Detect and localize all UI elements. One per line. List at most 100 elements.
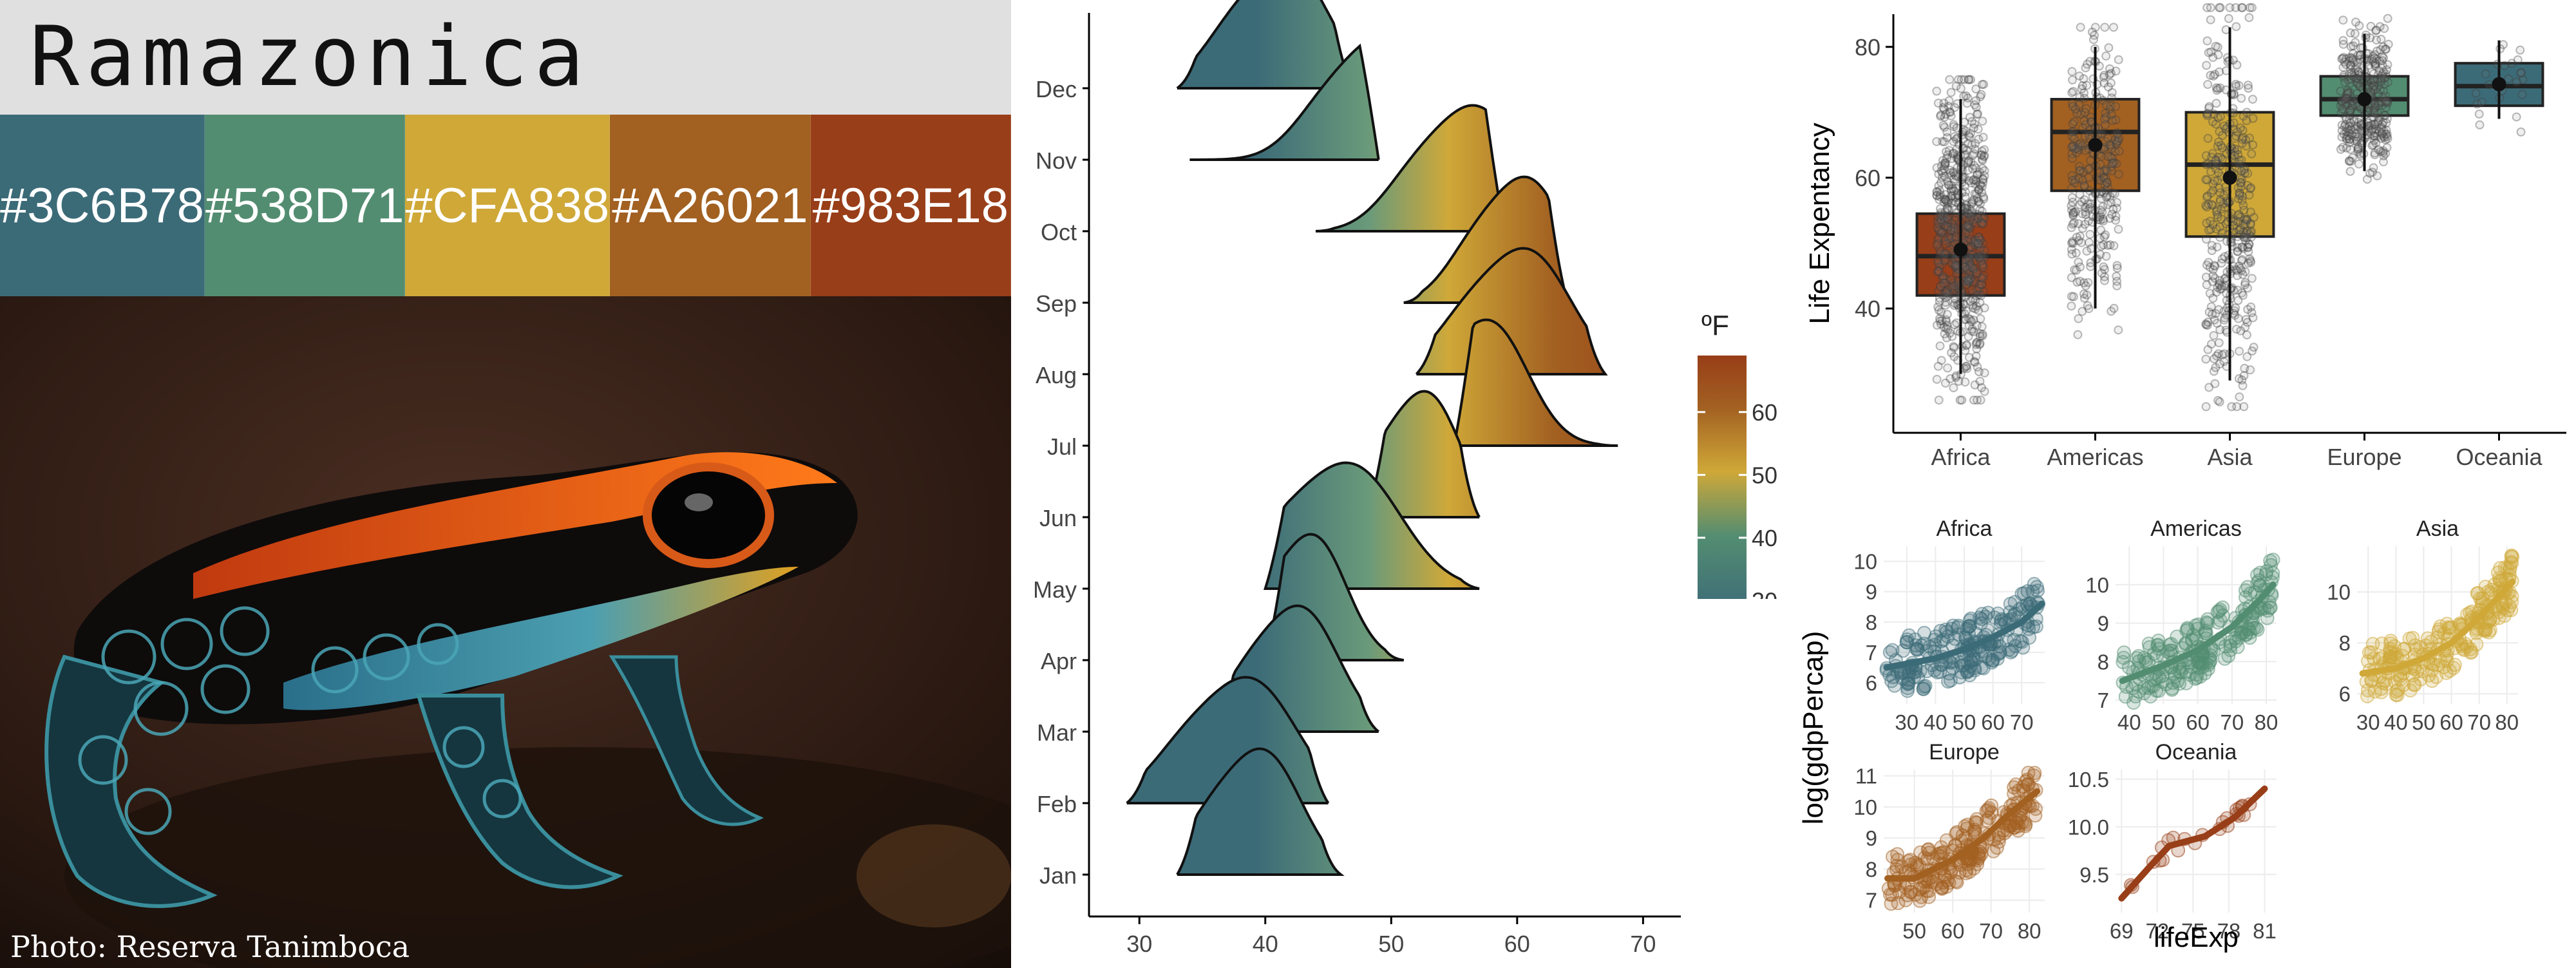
box-jitter-point [2075, 200, 2085, 209]
box-jitter-point [2107, 158, 2117, 168]
box-jitter-point [2203, 159, 2213, 169]
box-jitter-point [2081, 146, 2090, 155]
box-jitter-point [2246, 365, 2255, 375]
facet-point [1930, 665, 1945, 679]
box-jitter-point [1942, 289, 1952, 298]
ridge-jul [1452, 318, 1618, 447]
box-jitter-point [2374, 116, 2383, 126]
box-jitter-point [1964, 222, 1973, 232]
box-jitter-point [1975, 92, 1985, 102]
box-jitter-point [2112, 276, 2122, 286]
box-jitter-point [2074, 162, 2084, 171]
box-jitter-point [1942, 287, 1951, 297]
box-jitter-point [2347, 54, 2357, 64]
box-jitter-point [2233, 211, 2242, 220]
ridge-xtick-label: 70 [1630, 931, 1656, 957]
facet-point [2172, 665, 2186, 679]
box-jitter-point [1975, 298, 1985, 307]
box-jitter-point [2075, 276, 2085, 286]
box-jitter-point [2099, 78, 2109, 88]
facet-point [2188, 671, 2202, 686]
facet-point [2418, 638, 2433, 653]
box-jitter-point [2096, 205, 2105, 215]
box-jitter-point [1942, 222, 1952, 232]
box-jitter-point [2345, 135, 2354, 144]
box-jitter-point [1937, 215, 1946, 225]
box-jitter-point [1941, 195, 1951, 205]
facet-point [2184, 632, 2199, 647]
box-jitter-point [1934, 218, 1944, 228]
box-jitter-point [2076, 262, 2085, 272]
box-jitter-point [1936, 228, 1946, 238]
box-jitter-point [2208, 117, 2217, 127]
palette-panel: Ramazonica #3C6B78 #538D71 #CFA838 #A260… [0, 0, 1011, 968]
box-jitter-point [1947, 191, 1957, 201]
facet-xtick-label: 30 [1895, 710, 1918, 734]
box-jitter-point [1976, 272, 1986, 282]
box-jitter-point [1968, 218, 1978, 227]
box-jitter-point [1969, 264, 1979, 274]
facet-americas: Americas 7 8 9 10 40 50 60 70 80 [2085, 517, 2280, 734]
box-jitter-point [1944, 234, 1954, 244]
box-jitter-point [1935, 316, 1945, 326]
box-jitter-point [1967, 250, 1976, 260]
box-jitter-point [1978, 219, 1988, 229]
box-jitter-point [2201, 354, 2211, 364]
box-jitter-point [2105, 104, 2115, 114]
box-jitter-point [1964, 229, 1974, 238]
facet-ytick-label: 8 [2098, 650, 2109, 674]
palette-title: Ramazonica [30, 9, 591, 105]
box-jitter-point [1941, 292, 1951, 302]
box-jitter-point [1946, 225, 1956, 235]
box-jitter-point [2345, 118, 2355, 128]
box-jitter-point [2074, 314, 2083, 323]
box-jitter-point [2096, 242, 2106, 251]
box-jitter-point [2101, 230, 2110, 240]
box-jitter-point [2369, 69, 2378, 79]
box-jitter-point [1944, 102, 1953, 111]
facet-ytick-label: 6 [2339, 682, 2351, 706]
box-jitter-point [2216, 111, 2226, 121]
box-jitter-point [2111, 211, 2121, 221]
ridge-x-ticks: 30 40 50 60 70 [1126, 916, 1656, 957]
box-jitter-point [2381, 149, 2391, 158]
box-jitter-point [2074, 140, 2083, 149]
legend-colorbar [1698, 356, 1747, 599]
box-jitter-point [1943, 325, 1953, 334]
facet-point [2213, 602, 2228, 617]
box-jitter-point [2075, 92, 2085, 102]
box-jitter-point [2247, 149, 2257, 158]
box-jitter-point [2245, 254, 2255, 263]
box-jitter-point [2202, 193, 2211, 202]
box-jitter-point [1944, 180, 1954, 190]
box-jitter-point [2215, 397, 2224, 407]
box-jitter-point [1942, 213, 1951, 223]
box-jitter-point [1978, 263, 1988, 272]
box-jitter-point [2067, 273, 2076, 283]
box-jitter-point [1976, 243, 1985, 252]
box-jitter-point [1977, 218, 1987, 228]
facet-point [1917, 681, 1931, 696]
box-jitter-point [1942, 274, 1951, 284]
box-jitter-point [1970, 144, 1980, 154]
box-jitter-point [1944, 195, 1954, 204]
box-jitter-point [1949, 186, 1959, 196]
box-jitter-point [1971, 301, 1981, 311]
box-jitter-point [1943, 292, 1953, 301]
box-jitter-point [2209, 330, 2219, 340]
box-jitter-point [1971, 236, 1980, 245]
box-jitter-point [2069, 86, 2078, 96]
box-jitter-point [2079, 289, 2088, 299]
box-jitter-point [1940, 195, 1949, 204]
box-jitter-point [2070, 117, 2079, 126]
box-jitter-point [2242, 116, 2251, 126]
box-jitter-point [2238, 270, 2248, 280]
box-jitter-point [2069, 142, 2078, 151]
box-jitter-point [1949, 342, 1958, 352]
box-jitter-point [1978, 117, 1987, 126]
box-jitter-point [1942, 147, 1951, 157]
box-jitter-point [2067, 201, 2076, 211]
box-jitter-point [2078, 81, 2087, 91]
box-jitter-point [1942, 321, 1952, 330]
